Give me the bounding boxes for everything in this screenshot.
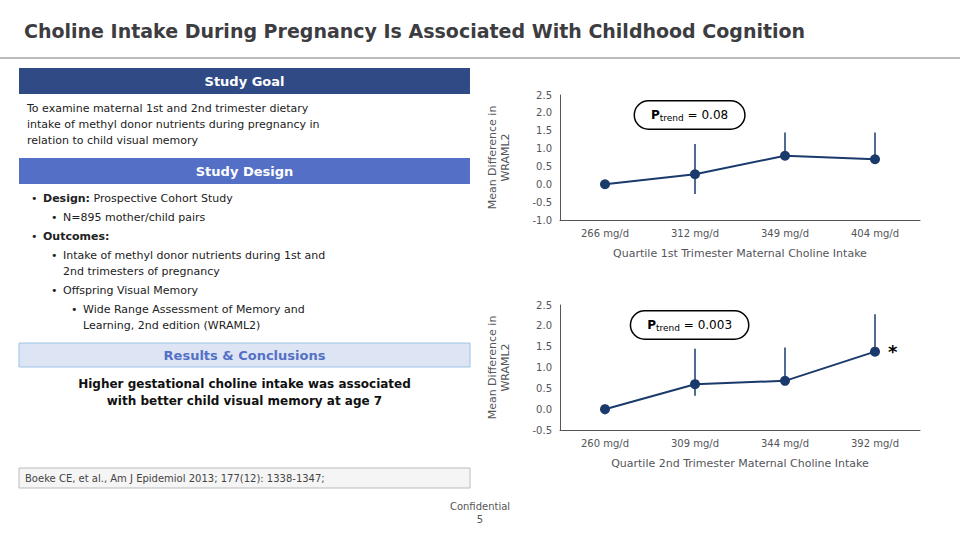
svg-text:404 mg/d: 404 mg/d xyxy=(851,228,899,239)
svg-text:Wide Range Assessment of Memor: Wide Range Assessment of Memory and xyxy=(83,303,305,316)
svg-text:266 mg/d: 266 mg/d xyxy=(581,228,629,239)
svg-text:Confidential: Confidential xyxy=(450,501,510,512)
svg-text:2.5: 2.5 xyxy=(536,300,552,311)
svg-text:Offspring Visual Memory: Offspring Visual Memory xyxy=(63,284,199,297)
svg-text:2.5: 2.5 xyxy=(536,90,552,101)
svg-text:trend: trend xyxy=(656,323,680,333)
svg-text:0.0: 0.0 xyxy=(536,179,552,190)
svg-text:= 0.08: = 0.08 xyxy=(684,108,728,122)
svg-text:Learning, 2nd edition (WRAML2): Learning, 2nd edition (WRAML2) xyxy=(83,319,260,332)
svg-text:Choline Intake During Pregnanc: Choline Intake During Pregnancy Is Assoc… xyxy=(24,20,805,42)
svg-text:-0.5: -0.5 xyxy=(532,197,552,208)
svg-text:•: • xyxy=(31,230,38,243)
svg-text:•: • xyxy=(71,303,78,316)
svg-text:trend: trend xyxy=(660,113,684,123)
svg-text:344 mg/d: 344 mg/d xyxy=(761,438,809,449)
svg-text:WRAML2: WRAML2 xyxy=(499,343,512,391)
svg-text:relation to child visual memor: relation to child visual memory xyxy=(27,134,199,147)
svg-text:•: • xyxy=(51,211,58,224)
svg-text:Intake of methyl donor nutrien: Intake of methyl donor nutrients during … xyxy=(63,249,325,262)
svg-text:Outcomes:: Outcomes: xyxy=(43,230,109,243)
svg-text:349 mg/d: 349 mg/d xyxy=(761,228,809,239)
svg-text:Higher gestational choline int: Higher gestational choline intake was as… xyxy=(78,377,411,391)
svg-text:•: • xyxy=(31,192,38,205)
svg-text:Results & Conclusions: Results & Conclusions xyxy=(164,348,326,363)
svg-text:WRAML2: WRAML2 xyxy=(499,133,512,181)
svg-text:with better child visual memor: with better child visual memory at age 7 xyxy=(107,394,382,408)
svg-text:P: P xyxy=(647,318,656,332)
svg-text:0.5: 0.5 xyxy=(536,383,552,394)
svg-text:1.0: 1.0 xyxy=(536,143,552,154)
svg-text:Study Design: Study Design xyxy=(196,164,294,179)
svg-text:Quartile 2nd Trimester Materna: Quartile 2nd Trimester Maternal Choline … xyxy=(611,457,869,470)
svg-text:Quartile 1st Trimester Materna: Quartile 1st Trimester Maternal Choline … xyxy=(613,247,867,260)
svg-text:*: * xyxy=(888,341,898,362)
svg-text:2nd trimesters of pregnancy: 2nd trimesters of pregnancy xyxy=(63,265,220,278)
svg-text:N=895 mother/child pairs: N=895 mother/child pairs xyxy=(63,211,206,224)
svg-text:0.5: 0.5 xyxy=(536,161,552,172)
svg-text:To examine maternal 1st and 2n: To examine maternal 1st and 2nd trimeste… xyxy=(26,102,309,115)
svg-text:2.0: 2.0 xyxy=(536,107,552,118)
svg-text:Mean Difference in: Mean Difference in xyxy=(486,106,499,210)
svg-text:Prospective Cohort Study: Prospective Cohort Study xyxy=(90,192,233,205)
svg-text:1.0: 1.0 xyxy=(536,362,552,373)
svg-text:2.0: 2.0 xyxy=(536,320,552,331)
svg-text:•: • xyxy=(51,249,58,262)
svg-text:309 mg/d: 309 mg/d xyxy=(671,438,719,449)
svg-text:Design:: Design: xyxy=(43,192,90,205)
svg-text:1.5: 1.5 xyxy=(536,341,552,352)
svg-text:P: P xyxy=(651,108,660,122)
svg-text:392 mg/d: 392 mg/d xyxy=(851,438,899,449)
svg-text:-0.5: -0.5 xyxy=(532,425,552,436)
svg-text:= 0.003: = 0.003 xyxy=(680,318,732,332)
svg-text:Mean Difference in: Mean Difference in xyxy=(486,316,499,420)
svg-text:312 mg/d: 312 mg/d xyxy=(671,228,719,239)
svg-text:0.0: 0.0 xyxy=(536,404,552,415)
svg-text:Study Goal: Study Goal xyxy=(205,74,285,89)
svg-text:1.5: 1.5 xyxy=(536,125,552,136)
svg-text:intake of methyl donor nutrien: intake of methyl donor nutrients during … xyxy=(27,118,320,131)
svg-text:Boeke CE, et al., Am J Epidemi: Boeke CE, et al., Am J Epidemiol 2013; 1… xyxy=(25,473,325,484)
svg-text:5: 5 xyxy=(477,514,483,525)
svg-text:-1.0: -1.0 xyxy=(532,215,552,226)
svg-text:260 mg/d: 260 mg/d xyxy=(581,438,629,449)
svg-text:•: • xyxy=(51,284,58,297)
